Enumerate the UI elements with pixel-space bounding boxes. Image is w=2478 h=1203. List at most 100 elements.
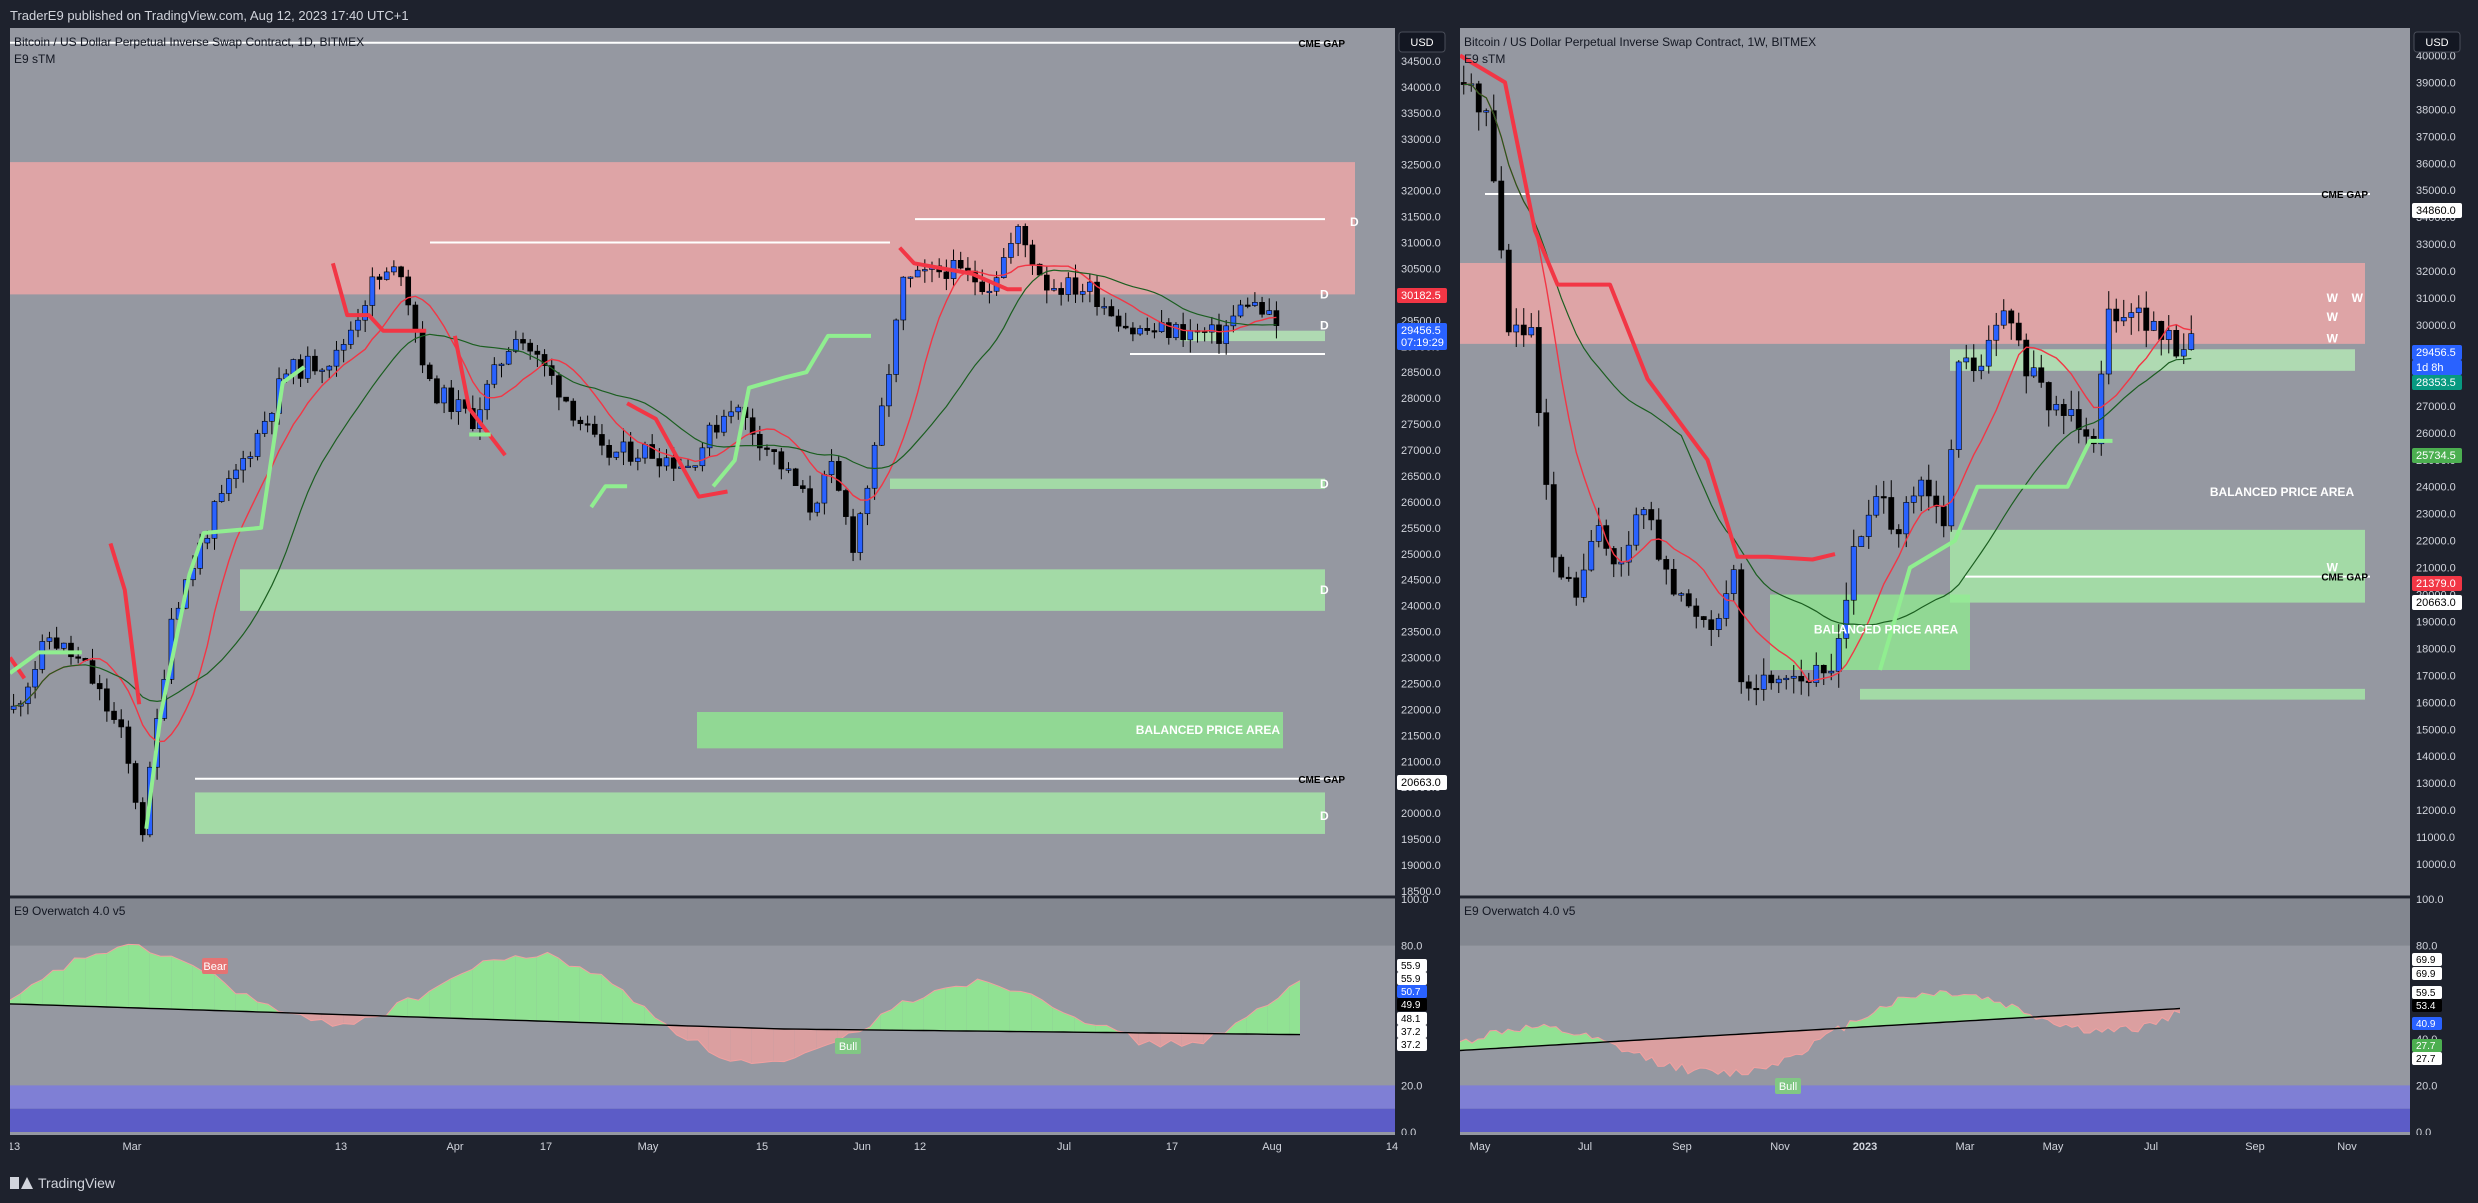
- candle-body: [591, 423, 598, 435]
- tradingview-logo[interactable]: TradingView: [10, 1175, 115, 1191]
- candle-body: [735, 406, 742, 413]
- candle-body: [1595, 525, 1602, 542]
- price-tick: 30500.0: [1401, 263, 1441, 275]
- price-tick: 11000.0: [2416, 832, 2455, 844]
- osc-fill: [203, 971, 215, 1011]
- osc-fill: [1952, 995, 1958, 1022]
- candle-body: [1108, 306, 1115, 317]
- price-tick: 31000.0: [1401, 238, 1441, 250]
- price-tick: 23000.0: [1401, 653, 1441, 665]
- osc-fill: [1526, 1025, 1532, 1047]
- price-tick: 24000.0: [2416, 482, 2456, 494]
- price-tick: 33000.0: [2416, 239, 2456, 251]
- osc-fill: [171, 956, 182, 1010]
- time-tick: Aug: [1262, 1141, 1282, 1153]
- oscillator-title: E9 Overwatch 4.0 v5: [1464, 904, 1576, 918]
- osc-fill: [2096, 1013, 2102, 1033]
- chart-title: Bitcoin / US Dollar Perpetual Inverse Sw…: [14, 35, 364, 49]
- panel-separator[interactable]: [1450, 28, 1460, 1167]
- candle-body: [713, 424, 720, 433]
- candle-body: [326, 365, 333, 371]
- candle-body: [1565, 576, 1572, 580]
- osc-fill: [483, 959, 494, 1020]
- price-tick: 24000.0: [1401, 601, 1441, 613]
- osc-fill: [1904, 997, 1910, 1025]
- osc-label-bg: [1397, 959, 1427, 972]
- osc-fill: [1718, 1035, 1724, 1075]
- chart-panel-daily[interactable]: 18500.019000.019500.020000.020500.021000…: [10, 28, 1450, 1167]
- time-tick: 2023: [1853, 1141, 1877, 1153]
- candle-body: [1513, 324, 1520, 333]
- osc-fill: [10, 993, 21, 1005]
- candle-body: [1678, 593, 1685, 596]
- price-tick: 24500.0: [1401, 575, 1441, 587]
- price-label: 20663.0: [1401, 777, 1441, 789]
- candle-body: [434, 378, 440, 404]
- osc-tick: 100.0: [2416, 894, 2444, 906]
- candle-body: [2083, 429, 2090, 437]
- candle-body: [2165, 329, 2172, 340]
- supertrend-bearish: [330, 262, 427, 333]
- price-tick: 16000.0: [2416, 697, 2456, 709]
- candle-body: [1244, 304, 1251, 307]
- candle-body: [1008, 243, 1014, 258]
- osc-label-bg: [1397, 1012, 1427, 1025]
- osc-fill: [1964, 994, 1970, 1022]
- osc-fill: [558, 957, 569, 1023]
- osc-fill: [2126, 1011, 2132, 1032]
- footer-bar: TradingView: [0, 1167, 2478, 1203]
- price-tick: 20000.0: [1401, 808, 1441, 820]
- price-zone: [1180, 330, 1325, 342]
- chart-daily-svg[interactable]: 18500.019000.019500.020000.020500.021000…: [10, 28, 1450, 1167]
- candle-body: [821, 474, 828, 504]
- osc-fill: [1568, 1033, 1574, 1045]
- candle-body: [922, 269, 928, 272]
- candle-body: [96, 683, 103, 690]
- candle-body: [613, 451, 620, 458]
- candle-body: [599, 434, 605, 446]
- osc-fill: [816, 1029, 827, 1049]
- price-tick: 34500.0: [1401, 56, 1441, 68]
- candle-body: [1948, 449, 1955, 527]
- candle-body: [362, 305, 368, 321]
- candle-body: [1768, 674, 1775, 684]
- chart-weekly-svg[interactable]: 10000.0 11000.0 12000.0 13000.0 14000.0 15000…: [1460, 28, 2468, 1167]
- candle-body: [1029, 244, 1036, 265]
- osc-fill: [1138, 1032, 1150, 1045]
- price-zone: [10, 162, 1355, 295]
- osc-fill: [440, 978, 451, 1019]
- price-label-bg: [1397, 335, 1447, 350]
- candle-body: [68, 642, 74, 658]
- osc-fill: [1020, 991, 1032, 1032]
- price-tick: 26000.0: [2416, 428, 2456, 440]
- candle-body: [2000, 310, 2007, 326]
- candle-body: [118, 719, 125, 728]
- candle-body: [1910, 495, 1917, 503]
- candle-body: [1543, 412, 1550, 485]
- candle-body: [699, 447, 706, 467]
- osc-fill: [1988, 997, 1994, 1020]
- candle-body: [1783, 677, 1790, 681]
- osc-fill: [730, 1027, 741, 1062]
- osc-fill: [1009, 991, 1021, 1032]
- osc-fill: [687, 1025, 698, 1041]
- osc-fill: [1160, 1033, 1171, 1047]
- price-label-bg: [2412, 360, 2462, 375]
- time-tick: Jun: [853, 1141, 871, 1153]
- osc-label-bg: [1397, 985, 1427, 998]
- candle-body: [1633, 514, 1640, 546]
- price-tick: 19000.0: [2416, 616, 2456, 628]
- osc-fill: [139, 944, 150, 1009]
- candle-body: [2150, 320, 2157, 331]
- chart-panel-weekly[interactable]: 10000.0 11000.0 12000.0 13000.0 14000.0 15000…: [1460, 28, 2468, 1167]
- price-zone: [1950, 529, 2365, 603]
- candle-body: [1130, 327, 1136, 335]
- candle-body: [269, 413, 275, 422]
- candle-body: [764, 447, 770, 450]
- candle-body: [886, 374, 892, 407]
- candle-body: [355, 319, 361, 331]
- osc-fill: [1267, 998, 1279, 1035]
- osc-fill: [74, 958, 86, 1007]
- osc-fill: [612, 983, 623, 1024]
- osc-tag-label: Bull: [1779, 1081, 1797, 1093]
